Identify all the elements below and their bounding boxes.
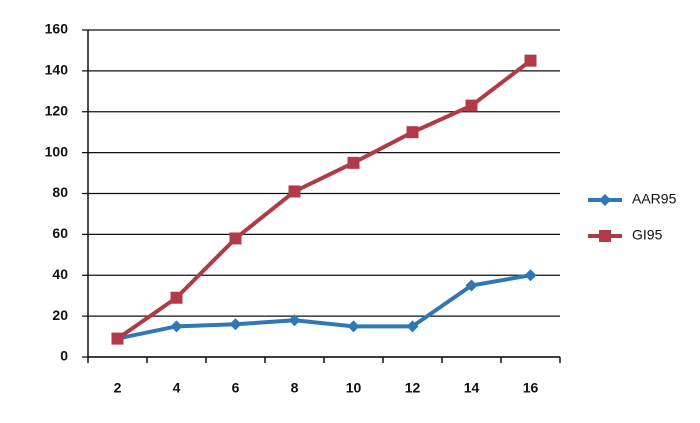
series-line bbox=[117, 273, 531, 341]
point bbox=[465, 279, 478, 292]
point bbox=[465, 99, 478, 112]
point bbox=[229, 318, 242, 331]
x-tick-label: 2 bbox=[114, 380, 122, 396]
point bbox=[288, 185, 301, 198]
legend-marker bbox=[599, 230, 611, 242]
point bbox=[347, 156, 360, 169]
y-tick-label: 120 bbox=[45, 102, 69, 118]
series-line bbox=[116, 59, 532, 341]
point bbox=[111, 332, 124, 345]
x-tick-label: 10 bbox=[346, 380, 362, 396]
point bbox=[288, 314, 301, 327]
point bbox=[524, 269, 537, 282]
y-tick-label: 80 bbox=[52, 184, 68, 200]
legend-marker bbox=[599, 194, 611, 206]
point bbox=[406, 320, 419, 333]
y-tick-label: 20 bbox=[52, 307, 68, 323]
point bbox=[406, 126, 419, 139]
point bbox=[524, 54, 537, 67]
legend-label: AAR95 bbox=[632, 191, 677, 207]
y-tick-label: 160 bbox=[45, 21, 69, 37]
x-tick-label: 12 bbox=[405, 380, 421, 396]
point bbox=[170, 291, 183, 304]
point bbox=[229, 232, 242, 245]
x-tick-label: 4 bbox=[173, 380, 181, 396]
x-tick-label: 6 bbox=[232, 380, 240, 396]
x-tick-label: 8 bbox=[291, 380, 299, 396]
point bbox=[347, 320, 360, 333]
x-tick-label: 14 bbox=[464, 380, 480, 396]
point bbox=[170, 320, 183, 333]
y-tick-label: 0 bbox=[60, 348, 68, 364]
y-tick-label: 100 bbox=[45, 143, 69, 159]
x-tick-label: 16 bbox=[523, 380, 539, 396]
y-tick-label: 60 bbox=[52, 225, 68, 241]
y-tick-label: 40 bbox=[52, 266, 68, 282]
legend-label: GI95 bbox=[632, 227, 663, 243]
y-tick-label: 140 bbox=[45, 62, 69, 78]
